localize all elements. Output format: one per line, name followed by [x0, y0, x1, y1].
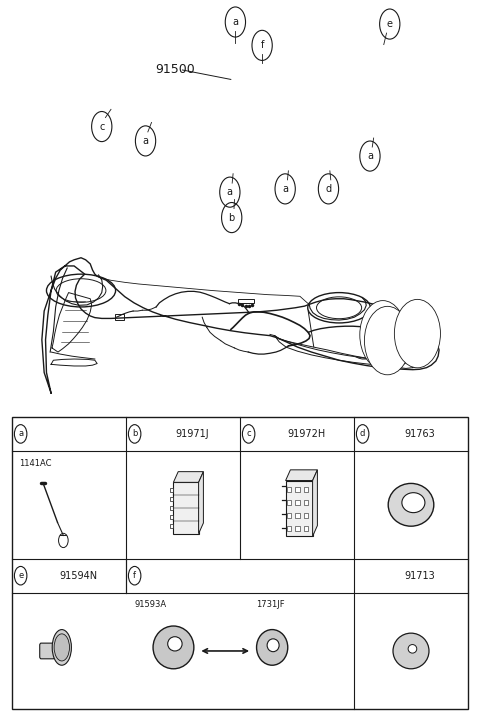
- Text: a: a: [282, 184, 288, 194]
- FancyBboxPatch shape: [287, 525, 291, 530]
- Text: a: a: [143, 136, 148, 146]
- FancyBboxPatch shape: [169, 488, 173, 492]
- Text: c: c: [99, 121, 105, 132]
- FancyBboxPatch shape: [295, 487, 300, 492]
- Text: f: f: [133, 571, 136, 580]
- Ellipse shape: [54, 634, 70, 661]
- Ellipse shape: [388, 483, 434, 526]
- Ellipse shape: [267, 639, 279, 652]
- FancyBboxPatch shape: [173, 482, 199, 533]
- Ellipse shape: [402, 493, 425, 513]
- Polygon shape: [199, 472, 204, 533]
- FancyBboxPatch shape: [169, 515, 173, 519]
- FancyBboxPatch shape: [169, 506, 173, 510]
- Circle shape: [360, 301, 406, 369]
- Ellipse shape: [52, 630, 72, 665]
- FancyBboxPatch shape: [169, 496, 173, 501]
- Ellipse shape: [408, 645, 417, 653]
- Text: d: d: [325, 184, 332, 194]
- FancyBboxPatch shape: [295, 500, 300, 505]
- Text: 91593A: 91593A: [134, 600, 167, 609]
- FancyBboxPatch shape: [169, 523, 173, 528]
- Circle shape: [395, 299, 441, 368]
- FancyBboxPatch shape: [286, 481, 312, 536]
- FancyBboxPatch shape: [295, 525, 300, 530]
- Polygon shape: [312, 470, 317, 536]
- Ellipse shape: [393, 633, 429, 669]
- Text: a: a: [367, 151, 373, 161]
- FancyBboxPatch shape: [238, 299, 254, 303]
- FancyBboxPatch shape: [287, 487, 291, 492]
- FancyBboxPatch shape: [303, 500, 308, 505]
- FancyBboxPatch shape: [40, 643, 55, 659]
- Text: c: c: [246, 429, 251, 438]
- Text: 91763: 91763: [405, 429, 435, 439]
- Ellipse shape: [168, 637, 182, 651]
- Text: a: a: [232, 17, 239, 27]
- Text: 1141AC: 1141AC: [19, 459, 52, 468]
- Text: 91594N: 91594N: [59, 570, 97, 580]
- Polygon shape: [286, 470, 317, 481]
- FancyBboxPatch shape: [115, 314, 124, 320]
- FancyBboxPatch shape: [303, 487, 308, 492]
- FancyBboxPatch shape: [287, 513, 291, 518]
- FancyBboxPatch shape: [303, 525, 308, 530]
- FancyBboxPatch shape: [12, 417, 468, 709]
- Text: 91500: 91500: [156, 63, 195, 76]
- Text: 91971J: 91971J: [175, 429, 209, 439]
- Text: 91713: 91713: [405, 570, 435, 580]
- Polygon shape: [173, 472, 204, 482]
- Text: 1731JF: 1731JF: [256, 600, 285, 609]
- FancyBboxPatch shape: [295, 513, 300, 518]
- Text: f: f: [261, 41, 264, 51]
- Text: e: e: [387, 19, 393, 29]
- Text: e: e: [18, 571, 23, 580]
- Ellipse shape: [153, 626, 194, 669]
- Text: b: b: [228, 212, 235, 222]
- Text: d: d: [360, 429, 365, 438]
- Circle shape: [364, 307, 410, 375]
- Ellipse shape: [256, 630, 288, 665]
- Text: a: a: [18, 429, 23, 438]
- Text: a: a: [227, 187, 233, 198]
- Text: 91972H: 91972H: [287, 429, 325, 439]
- Text: b: b: [132, 429, 137, 438]
- FancyBboxPatch shape: [303, 513, 308, 518]
- FancyBboxPatch shape: [287, 500, 291, 505]
